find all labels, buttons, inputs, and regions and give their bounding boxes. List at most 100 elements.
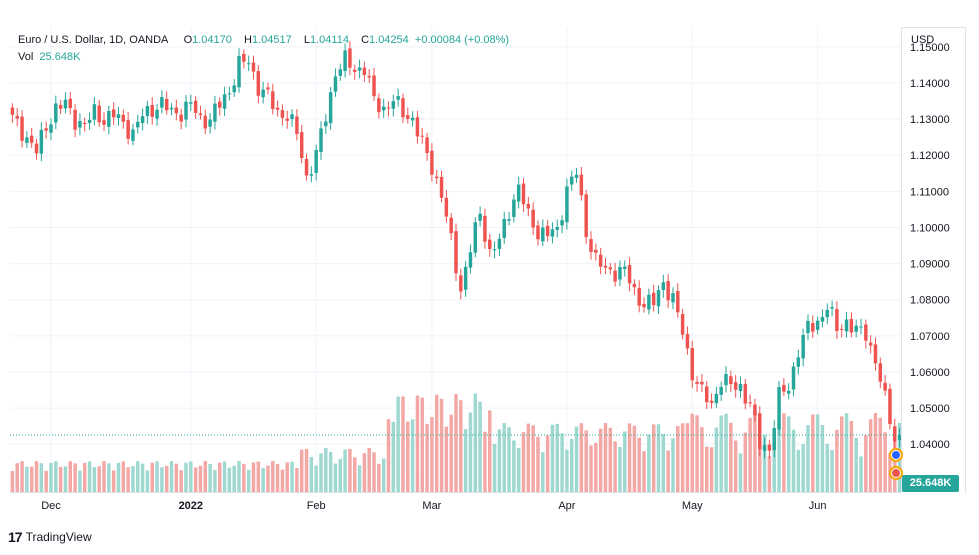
candle-body (695, 381, 699, 384)
volume-bar (685, 423, 690, 493)
volume-bar (353, 457, 357, 493)
volume-bar (290, 461, 294, 493)
candle-body (218, 101, 222, 108)
high-value: 1.04517 (251, 34, 292, 46)
volume-bar (121, 461, 126, 493)
volume-bar (473, 393, 478, 493)
volume-bar (651, 424, 656, 493)
candle-body (661, 282, 666, 290)
volume-bar (261, 467, 265, 493)
volume-value: 25.648K (39, 51, 81, 63)
volume-bar (396, 396, 400, 493)
volume-bar (367, 448, 371, 493)
volume-bar (184, 462, 188, 493)
candle-body (449, 217, 453, 234)
volume-bar (815, 414, 820, 493)
candle-body (20, 116, 24, 141)
candle-body (396, 96, 400, 100)
candle-body (541, 227, 545, 242)
candle-body (550, 229, 555, 237)
volume-bar (155, 461, 159, 493)
volume-bar (15, 463, 19, 493)
volume-label: Vol (18, 51, 34, 63)
close-label: C (361, 34, 370, 46)
candle-body (203, 115, 208, 129)
volume-bar (20, 461, 24, 493)
volume-bar (536, 436, 540, 493)
close-value: 1.04254 (369, 34, 409, 46)
candle-body (145, 106, 150, 116)
candle-body (594, 249, 598, 253)
volume-bar (78, 470, 82, 493)
price-tick-label: 1.10000 (910, 222, 950, 234)
tradingview-wordmark: TradingView (25, 530, 92, 544)
candle-body (685, 333, 690, 349)
candle-body (271, 91, 275, 110)
volume-bar (208, 463, 212, 493)
volume-bar (526, 423, 531, 493)
volume-bar (275, 464, 280, 493)
volume-bar (468, 412, 473, 493)
candle-body (854, 325, 858, 332)
candle-body (111, 109, 116, 118)
candle-body (357, 67, 362, 71)
candle-body (367, 76, 371, 78)
candle-body (237, 56, 241, 88)
price-tick-label: 1.05000 (910, 403, 950, 415)
volume-bar (54, 461, 58, 493)
candle-body (883, 382, 887, 391)
time-scale[interactable] (10, 493, 902, 515)
volume-bar (150, 462, 154, 493)
candle-body (174, 107, 179, 114)
dividends-event-icon[interactable] (889, 448, 903, 462)
volume-bar (10, 471, 15, 493)
candle-body (888, 388, 892, 425)
candle-body (729, 376, 733, 385)
volume-bar (748, 417, 752, 493)
volume-bar (680, 423, 685, 493)
candle-body (579, 174, 584, 196)
candle-body (280, 110, 285, 118)
volume-bar (97, 466, 101, 493)
volume-bar (295, 467, 299, 493)
candle-body (618, 266, 622, 280)
candle-body (73, 109, 77, 130)
volume-bar (709, 447, 714, 493)
candle-body (304, 159, 309, 176)
volume-bar (164, 465, 169, 493)
volume-bar (58, 466, 63, 493)
volume-bar (883, 432, 887, 493)
candle-body (198, 113, 203, 116)
time-tick-label: Apr (558, 500, 575, 512)
volume-bar (603, 423, 608, 493)
price-scale[interactable] (902, 27, 966, 493)
volume-bar (854, 437, 858, 493)
candle-body (671, 293, 675, 303)
tradingview-logo[interactable]: 17 TradingView (8, 529, 92, 545)
candle-body (140, 116, 145, 124)
candle-body (68, 98, 73, 109)
currency-label: USD (911, 34, 935, 46)
candle-body (121, 114, 126, 122)
volume-bar (102, 461, 106, 493)
candle-body (222, 94, 227, 109)
candle-body (381, 106, 386, 111)
candle-body (333, 76, 338, 92)
volume-bar (637, 437, 641, 493)
candle-body (526, 204, 531, 209)
volume-bar (574, 426, 579, 493)
candle-body (107, 111, 111, 127)
volume-price-badge: 25.648K (902, 475, 959, 492)
volume-bar (767, 456, 772, 493)
volume-bar (454, 394, 458, 493)
candle-body (25, 137, 29, 143)
change-value: +0.00084 (+0.08%) (414, 34, 510, 46)
candle-body (512, 199, 516, 217)
volume-bar (743, 432, 748, 493)
volume-bar (521, 432, 526, 493)
earnings-event-icon[interactable] (889, 466, 903, 480)
candle-body (473, 222, 478, 253)
candle-body (830, 307, 834, 309)
volume-bar (531, 425, 535, 493)
